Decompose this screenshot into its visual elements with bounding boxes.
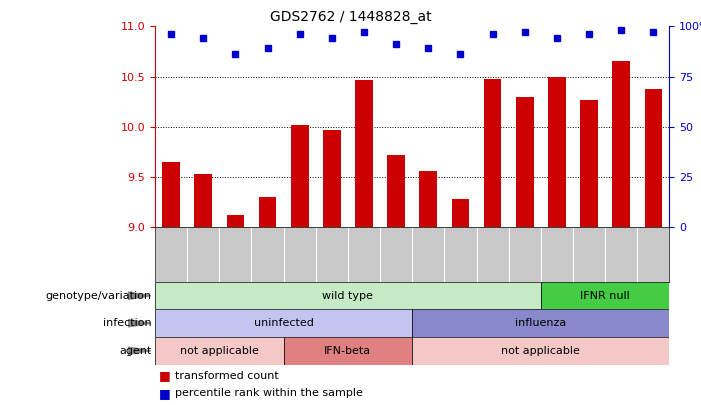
Polygon shape <box>128 320 151 327</box>
Bar <box>226 215 244 227</box>
Polygon shape <box>128 347 151 354</box>
Bar <box>155 282 541 309</box>
Bar <box>412 309 669 337</box>
Text: agent: agent <box>119 346 151 356</box>
Bar <box>451 199 469 227</box>
Bar <box>259 197 276 227</box>
Text: IFN-beta: IFN-beta <box>325 346 372 356</box>
Bar <box>355 79 373 227</box>
Text: not applicable: not applicable <box>180 346 259 356</box>
Polygon shape <box>128 292 151 299</box>
Bar <box>155 309 412 337</box>
Bar <box>323 130 341 227</box>
Bar <box>516 97 533 227</box>
Bar <box>419 171 437 227</box>
Text: uninfected: uninfected <box>254 318 313 328</box>
Text: ■: ■ <box>158 369 170 383</box>
Text: not applicable: not applicable <box>501 346 580 356</box>
Text: ■: ■ <box>158 387 170 400</box>
Bar <box>155 337 284 364</box>
Text: wild type: wild type <box>322 291 374 301</box>
Bar <box>194 174 212 227</box>
Bar <box>284 337 412 364</box>
Bar <box>541 282 669 309</box>
Text: infection: infection <box>103 318 151 328</box>
Bar <box>548 77 566 227</box>
Text: IFNR null: IFNR null <box>580 291 630 301</box>
Bar <box>388 155 405 227</box>
Text: transformed count: transformed count <box>175 371 278 381</box>
Bar <box>291 125 308 227</box>
Text: genotype/variation: genotype/variation <box>46 291 151 301</box>
Text: percentile rank within the sample: percentile rank within the sample <box>175 388 362 399</box>
Bar <box>580 100 598 227</box>
Text: GDS2762 / 1448828_at: GDS2762 / 1448828_at <box>270 10 431 24</box>
Bar <box>484 79 501 227</box>
Bar <box>644 89 662 227</box>
Text: influenza: influenza <box>515 318 566 328</box>
Bar <box>412 337 669 364</box>
Bar <box>613 62 630 227</box>
Bar <box>162 162 180 227</box>
